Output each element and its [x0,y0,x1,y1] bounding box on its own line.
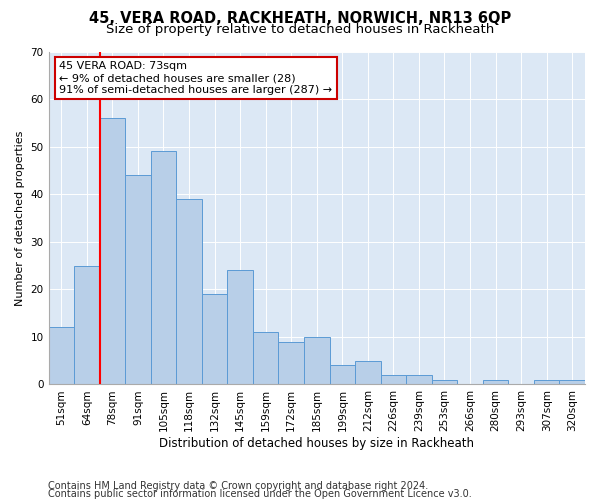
Bar [253,332,278,384]
Bar [151,152,176,384]
Bar [483,380,508,384]
Bar [125,175,151,384]
X-axis label: Distribution of detached houses by size in Rackheath: Distribution of detached houses by size … [159,437,474,450]
Bar [176,199,202,384]
Bar [304,337,329,384]
Y-axis label: Number of detached properties: Number of detached properties [15,130,25,306]
Bar [49,328,74,384]
Bar [380,375,406,384]
Text: Contains HM Land Registry data © Crown copyright and database right 2024.: Contains HM Land Registry data © Crown c… [48,481,428,491]
Bar [534,380,559,384]
Text: 45, VERA ROAD, RACKHEATH, NORWICH, NR13 6QP: 45, VERA ROAD, RACKHEATH, NORWICH, NR13 … [89,11,511,26]
Bar [432,380,457,384]
Bar [355,360,380,384]
Bar [329,366,355,384]
Bar [74,266,100,384]
Text: 45 VERA ROAD: 73sqm
← 9% of detached houses are smaller (28)
91% of semi-detache: 45 VERA ROAD: 73sqm ← 9% of detached hou… [59,62,332,94]
Bar [227,270,253,384]
Text: Size of property relative to detached houses in Rackheath: Size of property relative to detached ho… [106,22,494,36]
Bar [100,118,125,384]
Bar [406,375,432,384]
Bar [278,342,304,384]
Bar [559,380,585,384]
Bar [202,294,227,384]
Text: Contains public sector information licensed under the Open Government Licence v3: Contains public sector information licen… [48,489,472,499]
